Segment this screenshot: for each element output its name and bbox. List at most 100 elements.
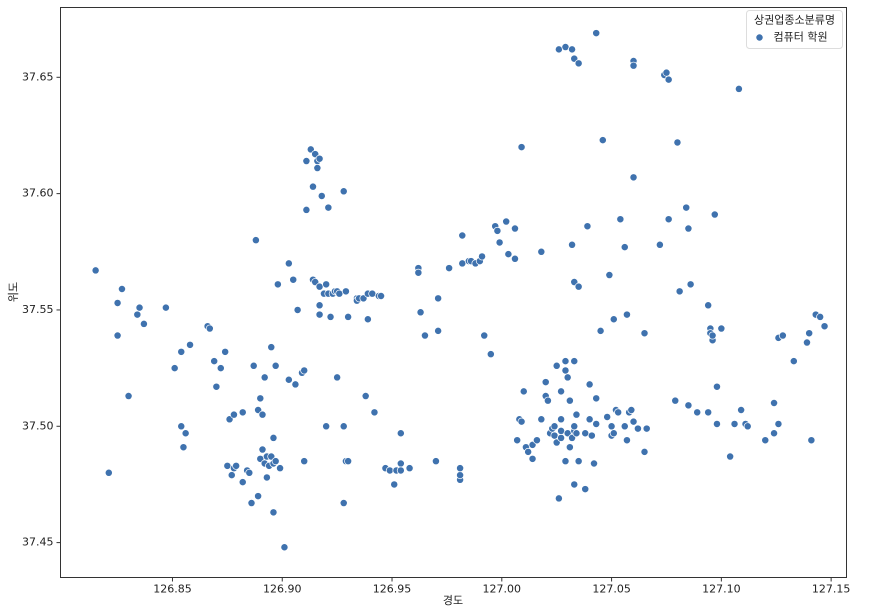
point [662, 68, 671, 77]
y-tick-label: 37.60 [22, 187, 54, 200]
point [642, 424, 651, 433]
point [541, 378, 550, 387]
point [390, 480, 399, 489]
point [335, 289, 344, 298]
point [324, 203, 333, 212]
point [627, 406, 636, 414]
point [557, 426, 566, 435]
point [789, 357, 798, 366]
point [620, 243, 629, 252]
point [216, 364, 225, 373]
point [620, 422, 629, 431]
point [258, 410, 267, 419]
point [511, 224, 519, 233]
point [554, 45, 563, 54]
point [565, 443, 574, 452]
point [177, 422, 186, 431]
point [561, 366, 570, 375]
point [504, 250, 513, 259]
point [774, 419, 783, 428]
point [258, 445, 267, 454]
point [570, 422, 579, 431]
point [532, 436, 541, 445]
point [609, 315, 618, 324]
point [309, 182, 317, 191]
point [256, 394, 265, 403]
point [238, 408, 247, 417]
point [170, 364, 179, 373]
point [232, 461, 241, 470]
point [664, 215, 673, 224]
point [524, 447, 533, 456]
point [587, 431, 596, 440]
point [710, 210, 719, 219]
point [761, 436, 770, 445]
point [104, 468, 113, 477]
point [135, 303, 144, 312]
point [315, 301, 324, 310]
point [113, 331, 122, 340]
point [803, 338, 811, 347]
legend-label: 컴퓨터 학원 [774, 31, 828, 44]
point [161, 303, 170, 312]
point [726, 452, 735, 461]
point [289, 275, 298, 284]
point [550, 422, 559, 431]
point [704, 408, 713, 417]
point [570, 480, 579, 489]
point [596, 326, 605, 335]
point [684, 224, 693, 233]
point [344, 312, 353, 321]
point [517, 417, 526, 426]
point [221, 347, 230, 356]
point [585, 380, 594, 389]
point [341, 287, 350, 296]
point [561, 43, 570, 52]
y-tick-label: 37.50 [22, 419, 54, 432]
point [249, 361, 258, 370]
point [315, 282, 324, 291]
point [616, 215, 625, 224]
point [686, 280, 695, 289]
point [271, 361, 280, 370]
point [713, 382, 721, 391]
point [517, 143, 526, 152]
point [552, 361, 561, 370]
point [561, 357, 570, 366]
x-tick-label: 127.00 [483, 583, 522, 596]
point [229, 410, 238, 419]
point [315, 310, 324, 319]
point [133, 310, 142, 319]
point [684, 401, 693, 410]
point [480, 331, 489, 340]
point [326, 312, 335, 321]
point [807, 436, 816, 445]
point [291, 380, 300, 389]
point [210, 357, 219, 366]
legend-box [746, 10, 843, 49]
point [557, 433, 566, 442]
point [434, 326, 443, 335]
point [563, 373, 572, 382]
point [605, 271, 614, 280]
point [557, 415, 566, 424]
point [583, 222, 592, 231]
x-tick-label: 127.15 [812, 583, 851, 596]
point [673, 138, 682, 147]
point [363, 315, 372, 324]
point [344, 457, 353, 466]
point [333, 373, 342, 382]
point [513, 436, 522, 445]
point [260, 373, 269, 382]
point [574, 457, 583, 466]
point [629, 417, 638, 426]
point [493, 226, 502, 235]
x-tick-label: 127.10 [702, 583, 741, 596]
point [368, 289, 377, 298]
point [550, 431, 559, 440]
point [622, 436, 631, 445]
point [572, 429, 581, 438]
point [561, 457, 570, 466]
point [717, 324, 726, 333]
point [675, 287, 684, 296]
